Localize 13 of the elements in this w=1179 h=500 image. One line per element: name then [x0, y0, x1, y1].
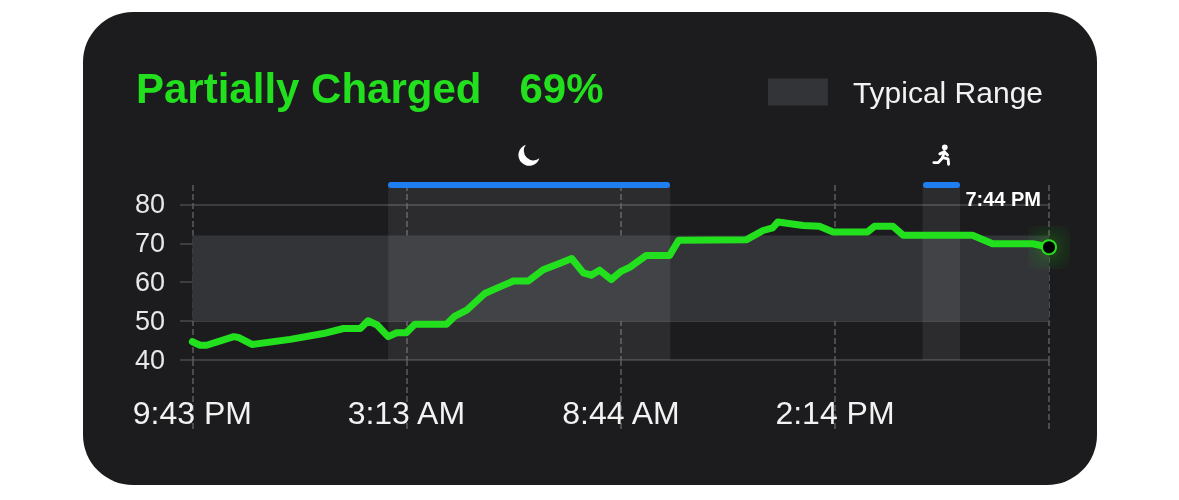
y-tick-label: 60 [134, 267, 165, 298]
annotation: 7:44 PM [965, 188, 1041, 211]
x-tick-label: 3:13 AM [347, 395, 466, 431]
x-tick-label: 8:44 AM [562, 395, 680, 431]
x-tick-label: 9:43 PM [132, 395, 252, 431]
chart-subtitle: 69% [519, 64, 604, 112]
legend-label: Typical Range [852, 75, 1043, 109]
y-tick-label: 80 [134, 189, 165, 220]
y-tick-label: 50 [134, 306, 165, 337]
x-tick-label: 2:14 PM [775, 395, 895, 431]
y-tick-label: 70 [134, 228, 165, 259]
chart-title: Partially Charged [136, 64, 482, 112]
y-tick-label: 40 [134, 345, 165, 375]
